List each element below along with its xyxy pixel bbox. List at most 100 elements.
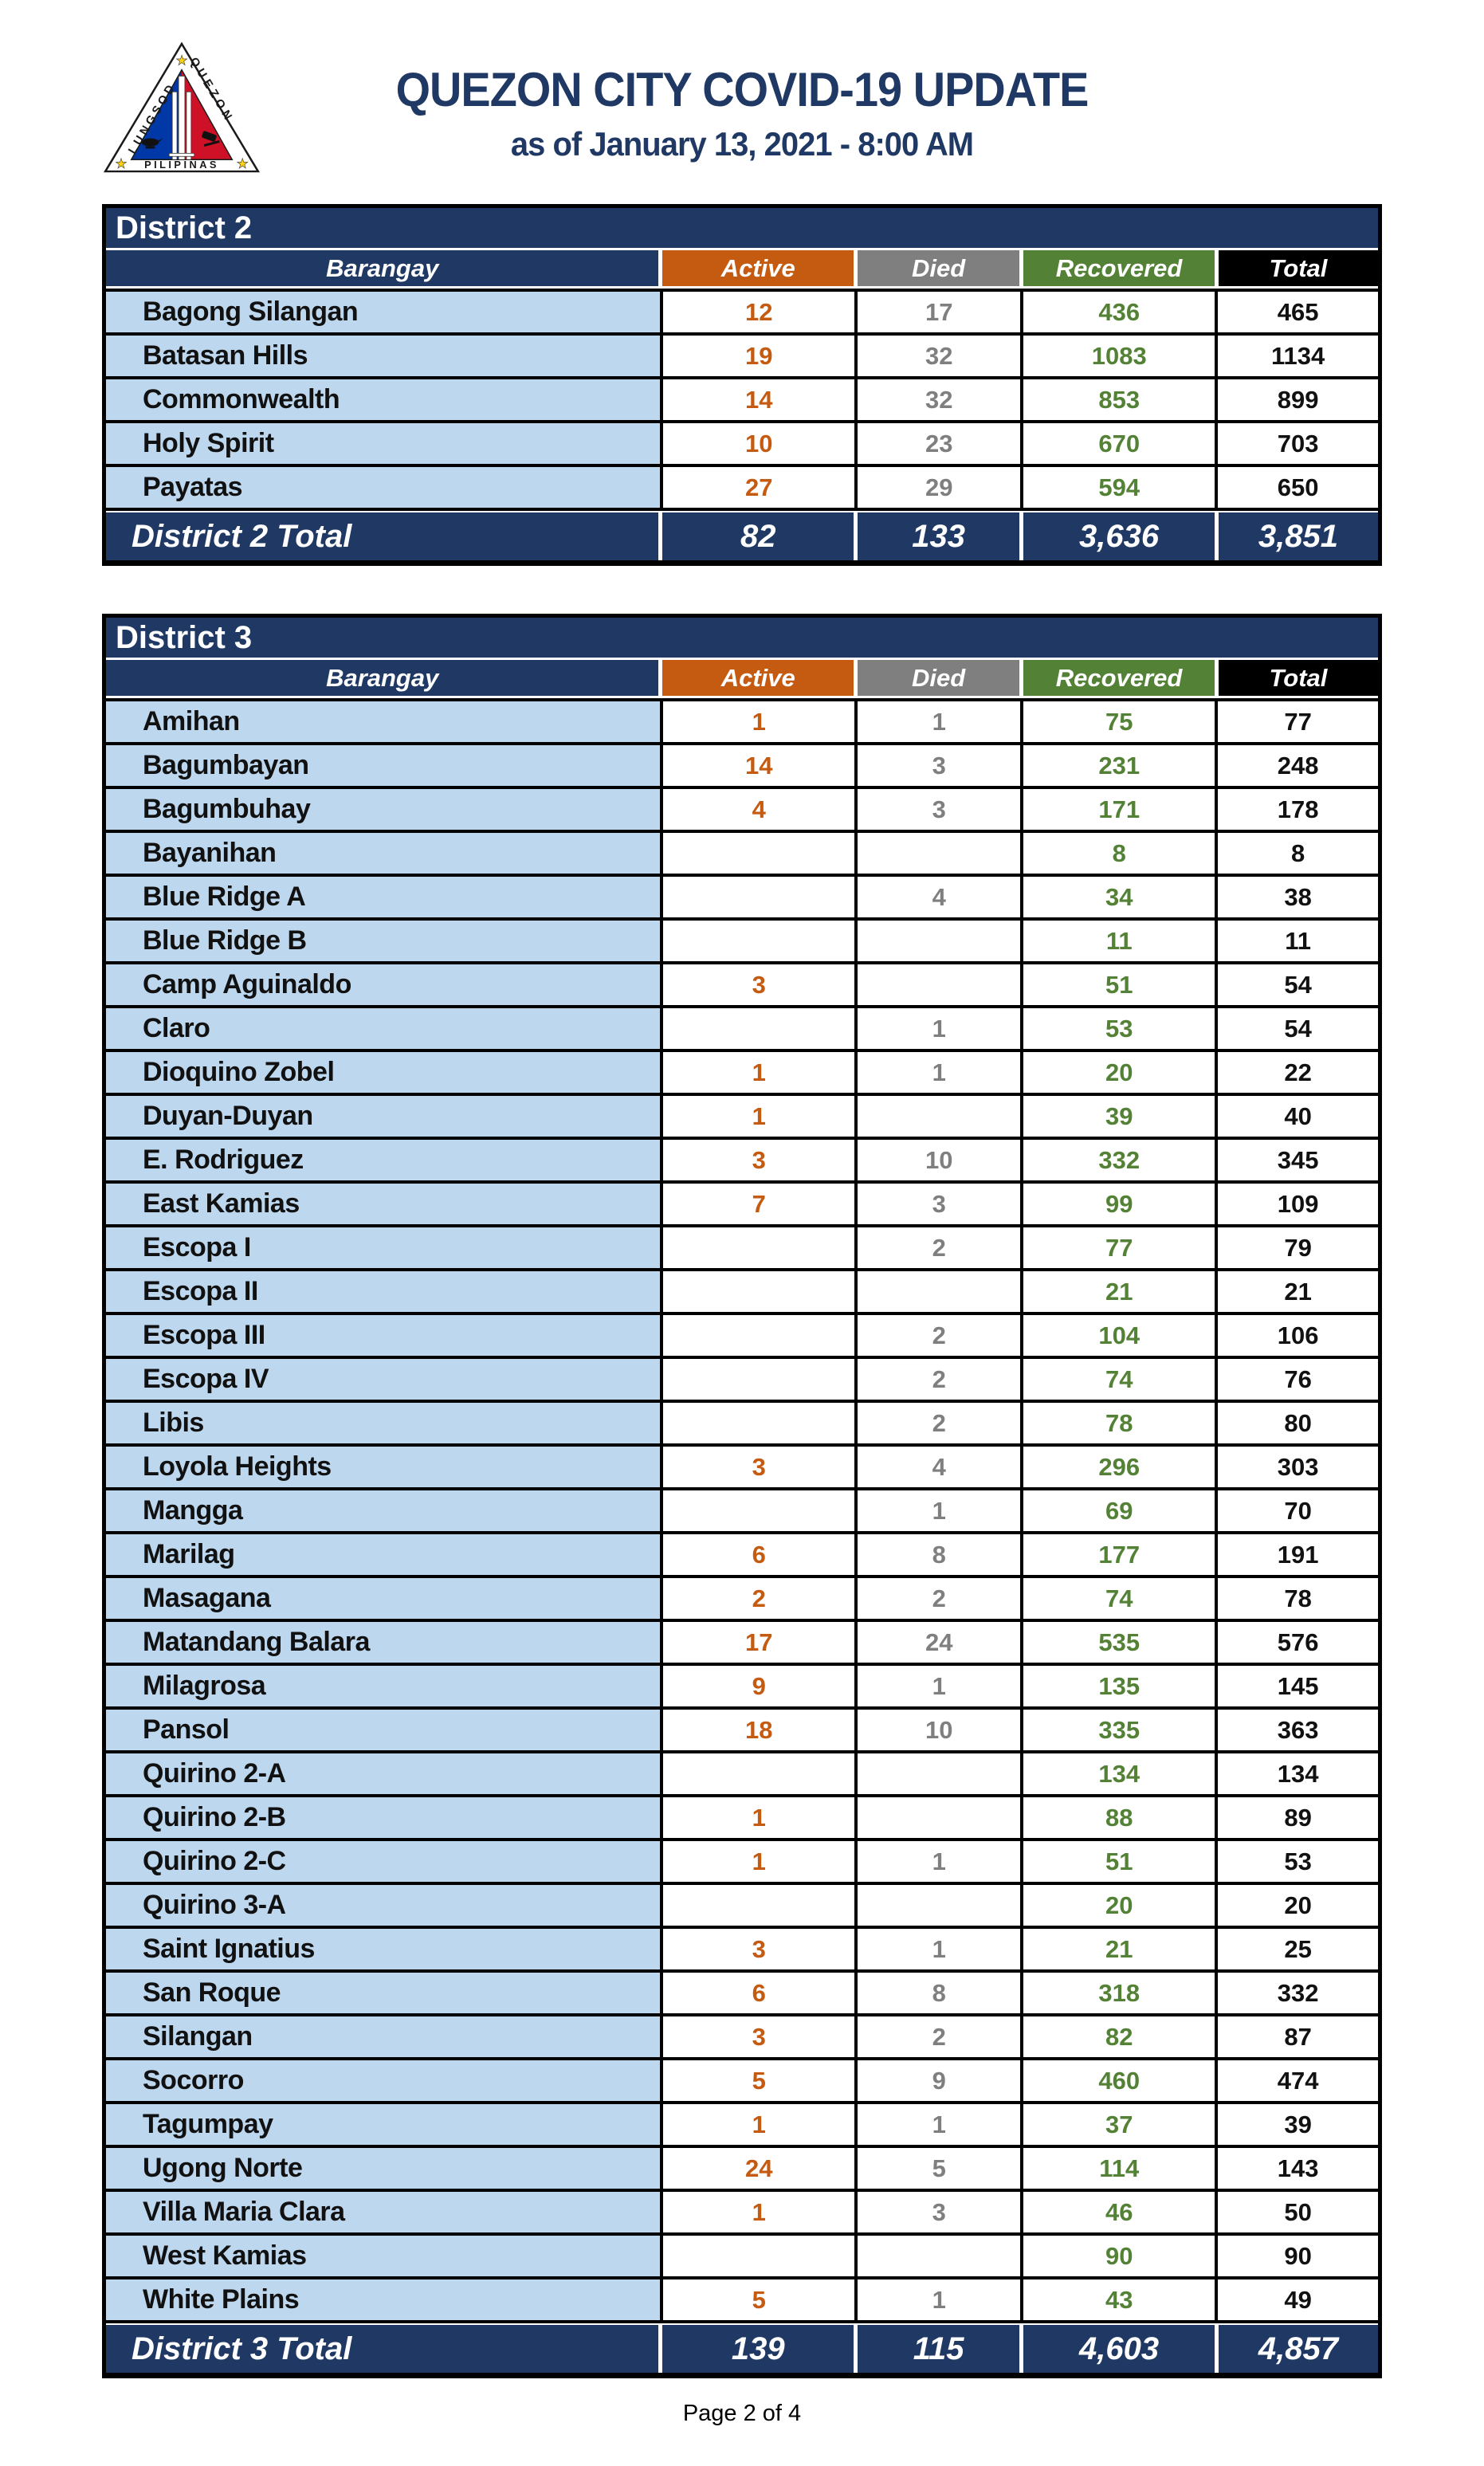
value-total: 87 xyxy=(1218,2016,1378,2057)
value-died: 1 xyxy=(858,1490,1021,1531)
district-title: District 2 xyxy=(106,208,1378,250)
value-total: 54 xyxy=(1218,964,1378,1005)
value-total: 89 xyxy=(1218,1797,1378,1838)
value-died xyxy=(858,1885,1021,1926)
value-recovered: 78 xyxy=(1023,1403,1215,1443)
value-active: 27 xyxy=(663,467,855,508)
value-active: 1 xyxy=(663,2192,855,2232)
value-recovered: 88 xyxy=(1023,1797,1215,1838)
barangay-name: Claro xyxy=(106,1008,661,1049)
value-died: 3 xyxy=(858,2192,1021,2232)
barangay-name: Bagumbayan xyxy=(106,745,661,786)
page-title: QUEZON CITY COVID-19 UPDATE xyxy=(395,63,1089,116)
value-active: 4 xyxy=(663,789,855,830)
barangay-name: White Plains xyxy=(106,2279,661,2320)
value-died: 3 xyxy=(858,1184,1021,1224)
table-row: Quirino 3-A 20 20 xyxy=(106,1885,1378,1926)
table-row: Batasan Hills 19 32 1083 1134 xyxy=(106,336,1378,376)
barangay-name: Pansol xyxy=(106,1710,661,1750)
district-total-died: 133 xyxy=(857,512,1020,560)
table-row: Escopa IV 2 74 76 xyxy=(106,1359,1378,1400)
value-died: 2 xyxy=(858,1227,1021,1268)
table-row: Matandang Balara 17 24 535 576 xyxy=(106,1622,1378,1663)
value-recovered: 37 xyxy=(1023,2104,1215,2145)
value-recovered: 460 xyxy=(1023,2060,1215,2101)
barangay-name: Quirino 3-A xyxy=(106,1885,661,1926)
district-total-recovered: 4,603 xyxy=(1023,2325,1215,2373)
value-recovered: 1083 xyxy=(1023,336,1215,376)
value-total: 25 xyxy=(1218,1929,1378,1969)
value-died xyxy=(858,1271,1021,1312)
barangay-name: Dioquino Zobel xyxy=(106,1052,661,1093)
value-died: 24 xyxy=(858,1622,1021,1663)
value-active: 10 xyxy=(663,423,855,464)
value-died: 1 xyxy=(858,2279,1021,2320)
value-total: 303 xyxy=(1218,1447,1378,1487)
table-row: Blue Ridge B 11 11 xyxy=(106,921,1378,961)
table-row: Saint Ignatius 3 1 21 25 xyxy=(106,1929,1378,1969)
value-recovered: 231 xyxy=(1023,745,1215,786)
district-total-total: 4,857 xyxy=(1218,2325,1378,2373)
value-total: 79 xyxy=(1218,1227,1378,1268)
value-died: 4 xyxy=(858,877,1021,917)
value-total: 40 xyxy=(1218,1096,1378,1137)
value-total: 134 xyxy=(1218,1753,1378,1794)
value-recovered: 594 xyxy=(1023,467,1215,508)
column-header-recovered: Recovered xyxy=(1023,250,1215,286)
value-recovered: 43 xyxy=(1023,2279,1215,2320)
value-recovered: 51 xyxy=(1023,964,1215,1005)
value-died: 2 xyxy=(858,1578,1021,1619)
value-total: 650 xyxy=(1218,467,1378,508)
table-row: East Kamias 7 3 99 109 xyxy=(106,1184,1378,1224)
quezon-memorial-monument xyxy=(168,76,195,160)
value-recovered: 99 xyxy=(1023,1184,1215,1224)
barangay-name: Payatas xyxy=(106,467,661,508)
value-total: 363 xyxy=(1218,1710,1378,1750)
value-died: 3 xyxy=(858,789,1021,830)
district-total-active: 82 xyxy=(662,512,854,560)
value-total: 1134 xyxy=(1218,336,1378,376)
value-total: 53 xyxy=(1218,1841,1378,1882)
page-number: Page 2 of 4 xyxy=(682,2401,802,2426)
barangay-name: Ugong Norte xyxy=(106,2148,661,2189)
table-row: Payatas 27 29 594 650 xyxy=(106,467,1378,508)
table-row: Escopa II 21 21 xyxy=(106,1271,1378,1312)
value-active: 14 xyxy=(663,379,855,420)
value-recovered: 74 xyxy=(1023,1359,1215,1400)
value-active: 6 xyxy=(663,1973,855,2013)
value-recovered: 11 xyxy=(1023,921,1215,961)
value-died xyxy=(858,2236,1021,2276)
value-died: 3 xyxy=(858,745,1021,786)
value-total: 191 xyxy=(1218,1534,1378,1575)
district-total-total: 3,851 xyxy=(1218,512,1378,560)
value-died xyxy=(858,1797,1021,1838)
value-active xyxy=(663,1403,855,1443)
barangay-name: Escopa II xyxy=(106,1271,661,1312)
barangay-name: San Roque xyxy=(106,1973,661,2013)
value-total: 248 xyxy=(1218,745,1378,786)
value-recovered: 82 xyxy=(1023,2016,1215,2057)
value-recovered: 177 xyxy=(1023,1534,1215,1575)
table-row: Ugong Norte 24 5 114 143 xyxy=(106,2148,1378,2189)
value-died: 1 xyxy=(858,1008,1021,1049)
value-died: 2 xyxy=(858,1359,1021,1400)
barangay-name: Mangga xyxy=(106,1490,661,1531)
district-total-recovered: 3,636 xyxy=(1023,512,1215,560)
value-total: 80 xyxy=(1218,1403,1378,1443)
district-total-active: 139 xyxy=(662,2325,854,2373)
table-row: Bagong Silangan 12 17 436 465 xyxy=(106,292,1378,332)
value-recovered: 296 xyxy=(1023,1447,1215,1487)
table-row: Claro 1 53 54 xyxy=(106,1008,1378,1049)
table-row: Mangga 1 69 70 xyxy=(106,1490,1378,1531)
barangay-name: Marilag xyxy=(106,1534,661,1575)
value-total: 106 xyxy=(1218,1315,1378,1356)
table-row: Masagana 2 2 74 78 xyxy=(106,1578,1378,1619)
value-total: 899 xyxy=(1218,379,1378,420)
barangay-name: West Kamias xyxy=(106,2236,661,2276)
table-row: Loyola Heights 3 4 296 303 xyxy=(106,1447,1378,1487)
value-recovered: 135 xyxy=(1023,1666,1215,1706)
value-died: 10 xyxy=(858,1140,1021,1180)
value-died: 2 xyxy=(858,2016,1021,2057)
value-recovered: 8 xyxy=(1023,833,1215,874)
value-recovered: 335 xyxy=(1023,1710,1215,1750)
